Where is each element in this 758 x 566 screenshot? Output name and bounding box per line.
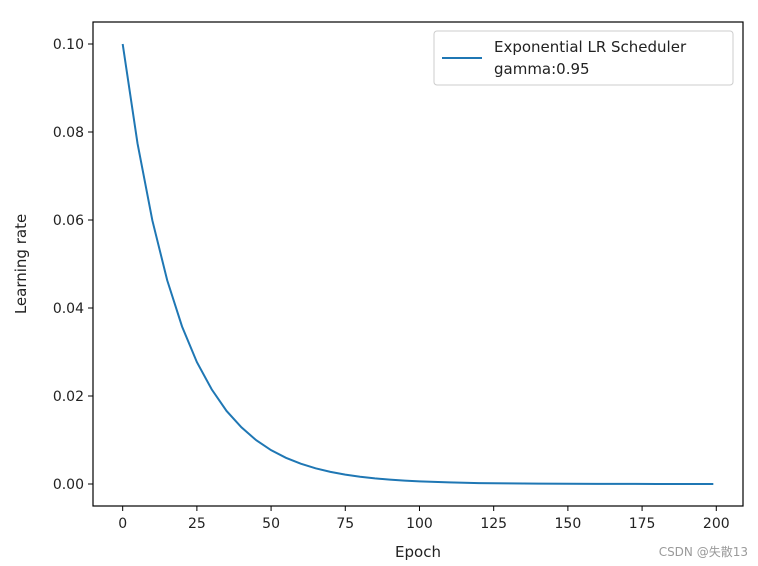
y-tick-label: 0.04 bbox=[53, 301, 84, 317]
y-ticks: 0.00 0.02 0.04 0.06 0.08 0.10 bbox=[53, 37, 93, 493]
legend-label-line1: Exponential LR Scheduler bbox=[494, 38, 687, 56]
x-tick-label: 25 bbox=[188, 516, 206, 532]
y-axis-label: Learning rate bbox=[12, 214, 30, 314]
y-tick-label: 0.10 bbox=[53, 37, 84, 53]
x-tick-label: 175 bbox=[629, 516, 656, 532]
plot-frame bbox=[92, 21, 744, 507]
x-axis-label: Epoch bbox=[395, 543, 441, 561]
legend-box bbox=[433, 30, 734, 86]
x-tick-label: 150 bbox=[555, 516, 582, 532]
x-tick-label: 75 bbox=[336, 516, 354, 532]
legend-label-line2: gamma:0.95 bbox=[494, 60, 590, 78]
x-tick-label: 125 bbox=[480, 516, 507, 532]
y-tick-label: 0.00 bbox=[53, 477, 84, 493]
x-ticks: 0 25 50 75 100 125 150 175 200 bbox=[118, 506, 730, 532]
x-tick-label: 100 bbox=[406, 516, 433, 532]
y-tick-label: 0.02 bbox=[53, 389, 84, 405]
x-tick-label: 50 bbox=[262, 516, 280, 532]
y-tick-label: 0.08 bbox=[53, 125, 84, 141]
legend: Exponential LR Scheduler gamma:0.95 bbox=[433, 30, 734, 86]
x-tick-label: 200 bbox=[703, 516, 730, 532]
series-lines bbox=[121, 43, 714, 485]
x-tick-label: 0 bbox=[118, 516, 127, 532]
watermark: CSDN @失散13 bbox=[658, 545, 748, 559]
y-tick-label: 0.06 bbox=[53, 213, 84, 229]
series-line bbox=[121, 43, 714, 485]
